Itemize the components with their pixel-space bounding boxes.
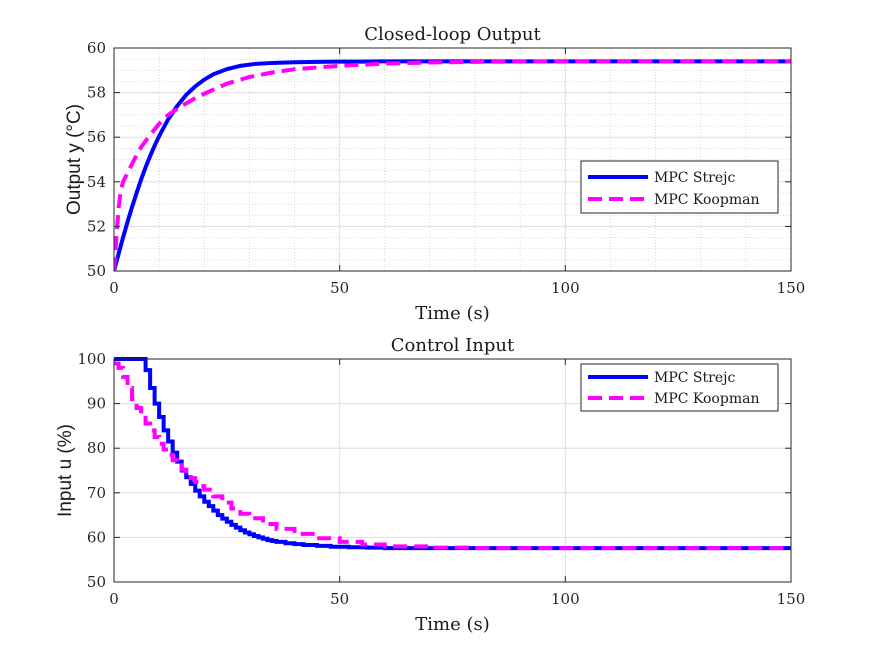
x-tick-label: 0 xyxy=(109,279,119,297)
y-tick-label: 50 xyxy=(87,573,106,591)
series-line-mpc-koopman xyxy=(114,361,791,551)
series-line-mpc-strejc xyxy=(114,59,791,272)
y-axis-label: Input u (%) xyxy=(55,424,76,517)
y-tick-label: 56 xyxy=(87,128,106,146)
legend-label-koopman: MPC Koopman xyxy=(654,192,759,208)
legend-box xyxy=(580,363,779,412)
y-tick-label: 60 xyxy=(87,39,106,57)
x-tick-label: 50 xyxy=(330,279,349,297)
y-tick-label: 70 xyxy=(87,484,106,502)
y-tick-label: 60 xyxy=(87,528,106,546)
series-lines xyxy=(114,59,791,272)
legend-box xyxy=(580,160,779,214)
series-line-mpc-koopman xyxy=(114,59,791,272)
tick-marks xyxy=(113,47,792,272)
y-axis-label: Output y (°C) xyxy=(64,104,85,215)
series-line-mpc-strejc xyxy=(114,357,791,551)
legend-label-koopman: MPC Koopman xyxy=(654,391,759,407)
y-tick-label: 80 xyxy=(87,439,106,457)
y-tick-label: 52 xyxy=(87,217,106,235)
y-tick-label: 58 xyxy=(87,84,106,102)
axes-box xyxy=(113,47,792,272)
x-axis-label: Time (s) xyxy=(415,614,490,635)
x-tick-label: 100 xyxy=(551,590,580,608)
chart-title: Control Input xyxy=(391,335,515,356)
legend: MPC Strejc MPC Koopman xyxy=(580,363,779,412)
x-tick-label: 150 xyxy=(777,590,806,608)
axes-background xyxy=(114,48,791,271)
legend-label-strejc: MPC Strejc xyxy=(654,170,735,186)
y-tick-label: 54 xyxy=(87,173,106,191)
y-tick-label: 50 xyxy=(87,262,106,280)
x-tick-label: 150 xyxy=(777,279,806,297)
x-tick-label: 50 xyxy=(330,590,349,608)
y-tick-label: 90 xyxy=(87,395,106,413)
series-lines xyxy=(114,357,791,551)
tick-marks xyxy=(113,358,792,583)
y-tick-label: 100 xyxy=(77,350,106,368)
x-tick-label: 0 xyxy=(109,590,119,608)
x-tick-label: 100 xyxy=(551,279,580,297)
axes-box xyxy=(113,358,792,583)
legend: MPC Strejc MPC Koopman xyxy=(580,160,779,214)
chart-title: Closed-loop Output xyxy=(364,24,541,45)
x-axis-label: Time (s) xyxy=(415,303,490,324)
legend-label-strejc: MPC Strejc xyxy=(654,370,735,386)
